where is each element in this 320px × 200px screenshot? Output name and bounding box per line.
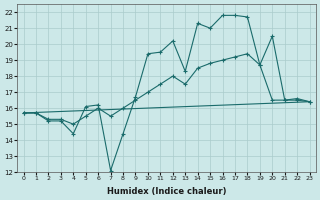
X-axis label: Humidex (Indice chaleur): Humidex (Indice chaleur) xyxy=(107,187,226,196)
